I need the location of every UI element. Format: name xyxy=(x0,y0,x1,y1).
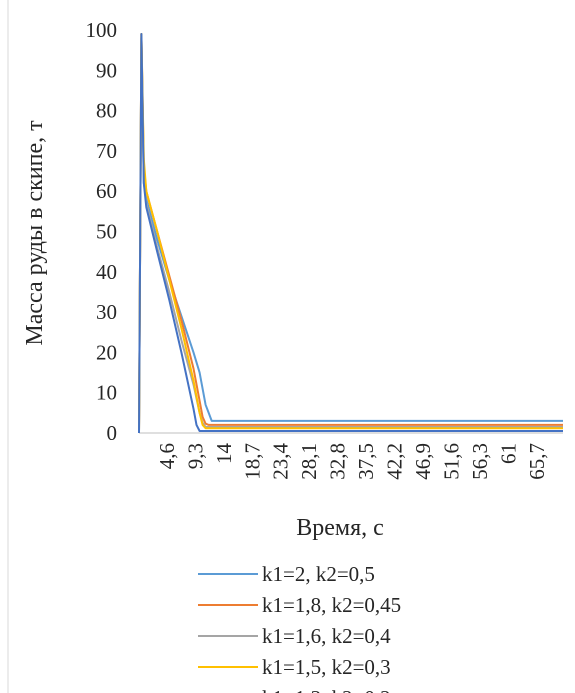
legend: k1=2, k2=0,5 k1=1,8, k2=0,45 k1=1,6, k2=0,… xyxy=(198,562,401,693)
x-tick-label: 14 xyxy=(212,443,236,465)
x-tick-label: 46,9 xyxy=(411,443,435,480)
y-tick-label: 70 xyxy=(96,139,117,163)
y-tick-label: 80 xyxy=(96,99,117,123)
series-lines xyxy=(138,33,563,434)
series-line-5 xyxy=(138,33,563,434)
x-axis-ticks: 4,6 9,3 14 18,7 23,4 28,1 32,8 37,5 42,2 46,9 51,6… xyxy=(155,443,549,480)
y-tick-label: 60 xyxy=(96,179,117,203)
x-tick-label: 23,4 xyxy=(269,443,293,480)
x-tick-label: 18,7 xyxy=(240,443,264,480)
x-tick-label: 65,7 xyxy=(525,443,549,480)
x-tick-label: 56,3 xyxy=(468,443,492,480)
series-line-3 xyxy=(138,33,563,434)
legend-label-3: k1=1,6, k2=0,4 xyxy=(262,624,391,648)
y-tick-label: 10 xyxy=(96,381,117,405)
y-tick-label: 90 xyxy=(96,58,117,82)
x-tick-label: 42,2 xyxy=(383,443,407,480)
x-tick-label: 28,1 xyxy=(297,443,321,480)
legend-label-1: k1=2, k2=0,5 xyxy=(262,562,375,586)
y-tick-label: 40 xyxy=(96,260,117,284)
x-tick-label: 4,6 xyxy=(155,443,179,469)
y-tick-label: 0 xyxy=(107,421,118,445)
legend-label-2: k1=1,8, k2=0,45 xyxy=(262,593,401,617)
series-line-1 xyxy=(138,37,563,434)
y-tick-label: 20 xyxy=(96,340,117,364)
y-tick-label: 30 xyxy=(96,300,117,324)
x-tick-label: 9,3 xyxy=(183,443,207,469)
series-line-4 xyxy=(138,33,563,434)
x-axis-title: Время, с xyxy=(296,515,384,541)
series-line-2 xyxy=(138,33,563,434)
legend-label-4: k1=1,5, k2=0,3 xyxy=(262,655,391,679)
y-tick-label: 50 xyxy=(96,220,117,244)
x-tick-label: 32,8 xyxy=(326,443,350,480)
y-tick-label: 100 xyxy=(86,18,118,42)
x-tick-label: 61 xyxy=(496,443,520,464)
y-axis-ticks: 0 10 20 30 40 50 60 70 80 90 100 xyxy=(86,18,118,445)
x-tick-label: 51,6 xyxy=(440,443,464,480)
legend-label-5: k1=1,3, k2=0,2 xyxy=(262,686,391,693)
y-axis-title: Масса руды в скипе, т xyxy=(22,120,48,346)
x-tick-label: 37,5 xyxy=(354,443,378,480)
